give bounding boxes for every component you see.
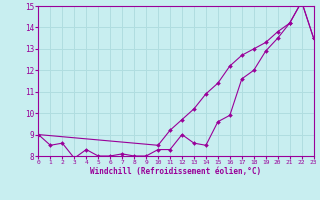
X-axis label: Windchill (Refroidissement éolien,°C): Windchill (Refroidissement éolien,°C) [91, 167, 261, 176]
